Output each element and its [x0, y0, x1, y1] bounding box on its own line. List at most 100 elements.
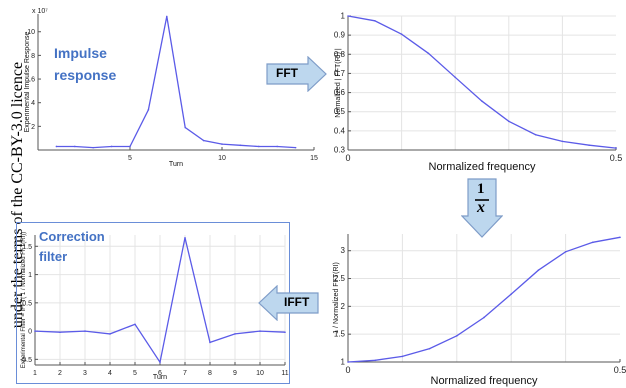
x-tick-label: 9	[233, 370, 237, 377]
data-point	[534, 133, 537, 136]
fft-label: FFT	[276, 66, 298, 80]
x-axis-label: Normalized frequency	[429, 161, 536, 173]
data-point	[508, 120, 510, 123]
series-line	[347, 236, 621, 363]
x-axis-label: Turn	[153, 374, 167, 381]
y-tick-label: 2.5	[334, 274, 346, 283]
data-point	[483, 316, 485, 319]
data-point	[129, 145, 131, 148]
x-tick-label: 6	[158, 370, 162, 377]
data-point	[221, 143, 223, 145]
data-point	[347, 15, 349, 17]
data-point	[374, 359, 376, 362]
chart-title-line: Correction	[39, 229, 105, 244]
data-point	[294, 146, 297, 149]
x-tick-label: 0	[345, 365, 350, 375]
y-tick-label: 4	[31, 100, 35, 107]
y-tick-label: 1	[341, 12, 346, 21]
y-tick-label: -0.5	[20, 357, 32, 364]
data-point	[456, 335, 458, 337]
data-point	[537, 269, 540, 271]
y-tick-label: 0.5	[22, 300, 32, 307]
y-tick-label: 1.5	[22, 244, 32, 251]
data-point	[510, 293, 512, 295]
data-point	[374, 19, 376, 22]
y-tick-label: 8	[31, 53, 35, 60]
x-tick-label: 10	[256, 370, 264, 377]
data-point	[284, 331, 286, 334]
data-point	[209, 341, 211, 344]
y-multiplier: x 10⁷	[32, 8, 48, 15]
y-tick-label: 2	[341, 302, 346, 311]
x-tick-label: 1	[33, 370, 37, 377]
data-point	[592, 241, 594, 244]
data-point	[481, 100, 483, 102]
y-tick-label: 2	[31, 124, 35, 131]
x-tick-label: 3	[83, 370, 87, 377]
data-point	[347, 361, 349, 363]
correction-filter-panel: 1 2 3 4 5 6 7 8 9 10 11 -0.5 0 0.5 1 1.5 Turn Experimenta…	[16, 222, 290, 384]
y-tick-label: 1	[341, 358, 346, 367]
y-axis-label: Experimental Filter = IFFT( 1 / Normaliz…	[21, 232, 27, 369]
x-tick-label: 4	[108, 370, 112, 377]
x-tick-label: 2	[58, 370, 62, 377]
x-tick-label: 0.5	[610, 153, 623, 163]
y-axis-label: Experimental Impulse Response	[24, 32, 31, 133]
data-point	[110, 145, 113, 148]
data-point	[428, 347, 431, 350]
y-tick-label: 3	[341, 246, 346, 255]
data-point	[166, 15, 168, 18]
data-point	[59, 331, 61, 334]
data-point	[427, 52, 430, 55]
correction-plot-area: 1 2 3 4 5 6 7 8 9 10 11 -0.5 0 0.5 1 1.5 Turn Experimenta…	[20, 229, 289, 381]
y-tick-label: 0.4	[334, 126, 346, 135]
x-tick-label: 0	[345, 153, 350, 163]
data-point	[401, 355, 404, 358]
data-point	[588, 144, 590, 147]
x-tick-label: 7	[183, 370, 187, 377]
data-point	[619, 236, 621, 239]
data-point	[74, 145, 76, 148]
data-point	[109, 333, 111, 335]
x-tick-label: 15	[310, 155, 318, 162]
y-tick-label: 0.9	[334, 31, 346, 40]
x-tick-label: 5	[128, 155, 132, 162]
correction-filter-chart: 1 2 3 4 5 6 7 8 9 10 11 -0.5 0 0.5 1 1.5 Turn Experimenta…	[20, 229, 289, 381]
y-tick-label: 6	[31, 77, 35, 84]
y-tick-label: 0.5	[334, 107, 346, 116]
x-axis-label: Turn	[169, 161, 183, 168]
y-tick-label: 1.5	[334, 330, 346, 339]
x-tick-label: 8	[208, 370, 212, 377]
x-axis-label: Normalized frequency	[431, 375, 538, 387]
data-point	[258, 145, 260, 148]
chart-title-line: response	[54, 67, 116, 83]
data-point	[239, 144, 242, 147]
y-axis-label: 1 / Normalized FFT(RI)	[333, 262, 340, 334]
y-tick-label: 0	[28, 329, 32, 336]
data-point	[234, 333, 236, 335]
x-tick-label: 0.5	[614, 365, 626, 375]
fft-arrow	[266, 56, 327, 92]
data-point	[92, 146, 94, 149]
ifft-label: IFFT	[284, 295, 310, 309]
data-point	[147, 108, 150, 111]
data-point	[615, 147, 617, 149]
y-tick-label: 1	[28, 272, 32, 279]
fft-plot-area: 0 0.5 0.3 0.4 0.5 0.6 0.7 0.8 0.9 1 Normalized fre…	[334, 12, 622, 174]
inverse-denominator: x	[477, 199, 485, 216]
y-tick-label: 0.8	[334, 50, 346, 59]
x-tick-label: 10	[218, 155, 226, 162]
data-point	[134, 323, 136, 326]
inverse-fft-chart: 0 0.5 1 1.5 2 2.5 3 Normalized frequency 1 / Nor…	[333, 234, 626, 387]
y-axis-label: Normalized | FFT(RI) |	[335, 48, 342, 118]
series-line	[56, 16, 296, 149]
data-point	[184, 126, 186, 129]
data-point	[159, 361, 161, 363]
data-point	[34, 330, 36, 332]
chart-title-line: Impulse	[54, 45, 107, 61]
ifft-arrow	[258, 285, 319, 321]
y-tick-label: 0.3	[334, 146, 346, 155]
data-point	[202, 139, 205, 142]
data-point	[259, 330, 261, 332]
data-point	[276, 145, 278, 148]
